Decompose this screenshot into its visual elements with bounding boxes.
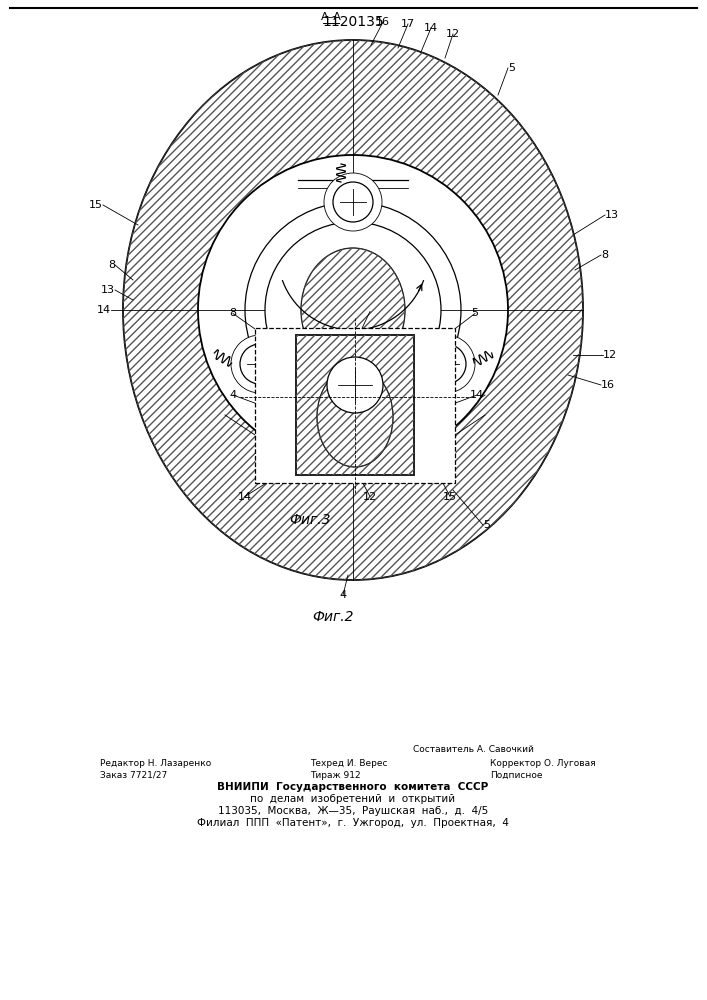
Text: 12: 12 (446, 29, 460, 39)
Text: Составитель А. Савочкий: Составитель А. Савочкий (413, 746, 534, 754)
Circle shape (417, 335, 475, 393)
Text: 13: 13 (101, 285, 115, 295)
Text: Фиг.2: Фиг.2 (312, 610, 354, 624)
Text: Подписное: Подписное (490, 770, 542, 780)
Bar (296, 335, 414, 475)
Text: Тираж 912: Тираж 912 (310, 770, 361, 780)
Text: Филиал  ППП  «Патент»,  г.  Ужгород,  ул.  Проектная,  4: Филиал ППП «Патент», г. Ужгород, ул. Про… (197, 818, 509, 828)
Circle shape (333, 182, 373, 222)
Text: 8: 8 (108, 260, 115, 270)
Text: по  делам  изобретений  и  открытий: по делам изобретений и открытий (250, 794, 455, 804)
Ellipse shape (301, 248, 405, 372)
Circle shape (426, 344, 466, 384)
Text: 8: 8 (230, 308, 237, 318)
Text: 113035,  Москва,  Ж—35,  Раушская  наб.,  д.  4/5: 113035, Москва, Ж—35, Раушская наб., д. … (218, 806, 488, 816)
Circle shape (324, 173, 382, 231)
Circle shape (327, 357, 383, 413)
Text: 15: 15 (89, 200, 103, 210)
Text: 12: 12 (363, 491, 377, 502)
Text: А–А: А–А (320, 12, 341, 22)
Bar (255, 328, 455, 483)
Text: 13: 13 (363, 306, 377, 316)
Text: 12: 12 (603, 350, 617, 360)
Circle shape (231, 335, 289, 393)
Text: 17: 17 (401, 19, 415, 29)
Text: Заказ 7721/27: Заказ 7721/27 (100, 770, 168, 780)
Text: 14: 14 (97, 305, 111, 315)
Bar (296, 335, 414, 475)
Text: 5: 5 (508, 63, 515, 73)
Text: 14: 14 (470, 390, 484, 400)
Ellipse shape (317, 367, 393, 467)
Text: 15: 15 (443, 491, 457, 502)
Text: 14: 14 (424, 23, 438, 33)
Text: ВНИИПИ  Государственного  комитета  СССР: ВНИИПИ Государственного комитета СССР (217, 782, 489, 792)
Text: Редактор Н. Лазаренко: Редактор Н. Лазаренко (100, 758, 211, 768)
Text: Фиг.3: Фиг.3 (289, 512, 331, 526)
Text: 13: 13 (605, 210, 619, 220)
Text: 4: 4 (339, 590, 346, 600)
Text: 16: 16 (376, 17, 390, 27)
Text: Техред И. Верес: Техред И. Верес (310, 758, 387, 768)
Text: 4: 4 (230, 390, 237, 400)
Text: Корректор О. Луговая: Корректор О. Луговая (490, 758, 595, 768)
Circle shape (198, 155, 508, 465)
Text: 8: 8 (601, 250, 608, 260)
Text: 14: 14 (238, 491, 252, 502)
Circle shape (265, 222, 441, 398)
Text: 5: 5 (472, 308, 479, 318)
Text: 16: 16 (601, 380, 615, 390)
Ellipse shape (123, 40, 583, 580)
Text: 1120135: 1120135 (322, 15, 384, 29)
Text: 5: 5 (483, 520, 490, 530)
Circle shape (240, 344, 280, 384)
